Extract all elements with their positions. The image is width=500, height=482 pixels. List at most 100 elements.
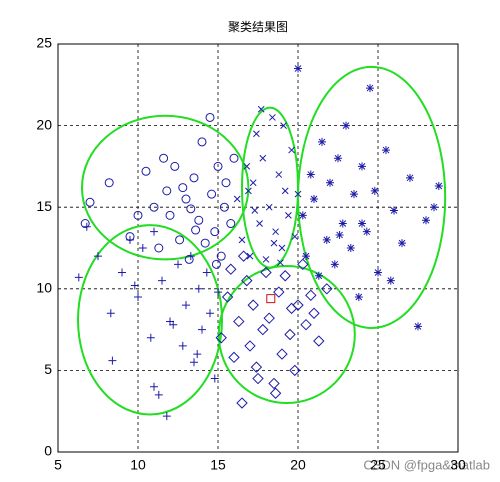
point	[207, 189, 217, 199]
point	[202, 268, 211, 277]
point	[200, 238, 210, 248]
point	[430, 203, 438, 212]
point	[210, 227, 220, 237]
point	[262, 256, 270, 263]
point	[175, 235, 185, 245]
point	[214, 288, 222, 297]
point	[205, 112, 215, 122]
point	[118, 268, 126, 277]
point	[422, 216, 430, 225]
point	[279, 270, 291, 282]
point	[170, 161, 180, 171]
point	[310, 195, 318, 204]
y-tick-label: 0	[44, 443, 52, 459]
point	[206, 309, 214, 318]
point	[390, 206, 398, 215]
point	[322, 235, 331, 244]
point	[74, 273, 83, 282]
point	[229, 153, 239, 163]
point	[149, 202, 159, 212]
point	[273, 286, 285, 298]
y-tick-label: 25	[36, 35, 52, 51]
point	[250, 361, 263, 373]
point	[284, 328, 296, 341]
point	[130, 281, 139, 290]
point	[189, 173, 199, 183]
point	[257, 323, 269, 336]
point	[194, 284, 203, 293]
point	[406, 173, 414, 182]
point	[194, 215, 204, 225]
point	[291, 233, 299, 240]
point	[294, 190, 302, 198]
point	[358, 219, 366, 228]
point	[330, 260, 339, 269]
point	[294, 64, 302, 73]
x-tick-label: 5	[54, 457, 62, 473]
point	[414, 322, 422, 331]
point	[288, 146, 295, 154]
point	[270, 239, 278, 247]
point	[276, 348, 288, 360]
point	[178, 183, 188, 193]
point	[193, 350, 202, 359]
point	[197, 137, 207, 147]
x-tick-label: 20	[290, 457, 306, 473]
point	[108, 356, 117, 365]
point	[253, 130, 260, 138]
x-tick-label: 10	[130, 457, 146, 473]
point	[158, 276, 166, 285]
cluster-ellipse	[241, 106, 299, 269]
point	[268, 377, 280, 390]
point	[182, 301, 190, 310]
watermark: CSDN @fpga&matlab	[363, 457, 490, 472]
point	[241, 274, 253, 287]
point	[150, 227, 158, 236]
chart-title: 聚类结果图	[228, 20, 288, 34]
point	[210, 374, 219, 383]
point	[162, 412, 171, 421]
point	[190, 358, 198, 367]
point	[265, 203, 273, 211]
point	[257, 105, 265, 113]
point	[292, 299, 304, 311]
point	[181, 194, 191, 204]
plot-frame	[57, 43, 459, 453]
y-tick-label: 10	[36, 280, 52, 296]
x-tick-label: 15	[210, 457, 226, 473]
point	[104, 178, 114, 188]
point	[85, 197, 95, 207]
point	[335, 230, 344, 239]
point	[281, 187, 289, 195]
point	[162, 186, 172, 196]
y-tick-label: 5	[44, 361, 52, 377]
point	[308, 307, 320, 319]
point	[138, 244, 147, 252]
point	[318, 137, 326, 146]
point	[354, 292, 363, 301]
point	[297, 258, 309, 271]
point	[238, 236, 246, 244]
point	[289, 364, 301, 377]
point	[382, 146, 390, 155]
cluster-ellipse	[81, 114, 250, 261]
point	[191, 225, 201, 235]
point	[358, 162, 366, 171]
point	[133, 210, 143, 220]
point	[247, 299, 259, 311]
x-tick-label: 25	[370, 457, 386, 473]
point	[272, 228, 279, 236]
point	[275, 171, 283, 178]
point	[278, 244, 286, 252]
point	[251, 207, 259, 214]
point	[366, 84, 374, 93]
point	[300, 318, 312, 331]
point	[221, 291, 234, 303]
point	[245, 187, 252, 195]
point	[221, 178, 231, 188]
point	[141, 166, 151, 176]
point	[154, 390, 163, 399]
point	[302, 252, 310, 261]
point	[126, 235, 134, 244]
